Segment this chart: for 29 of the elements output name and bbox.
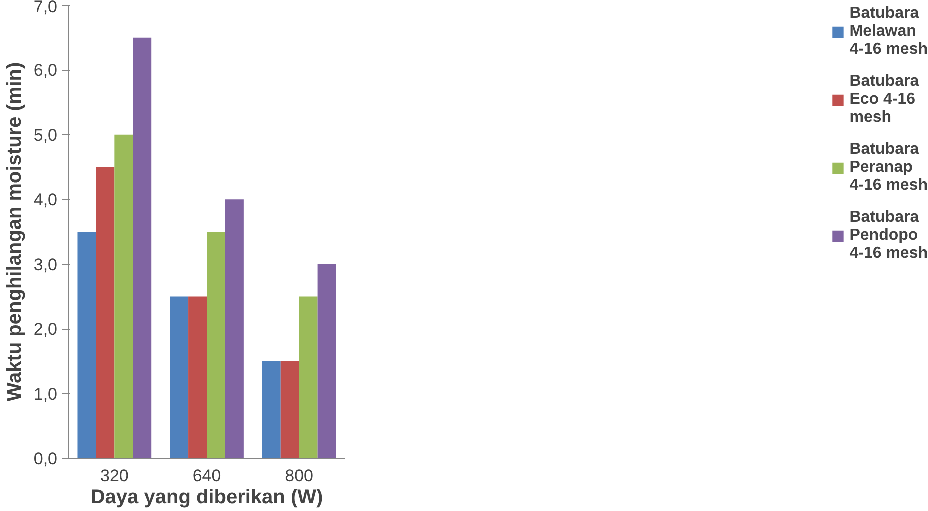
- x-tick-label: 640: [192, 466, 222, 486]
- bar: [262, 361, 281, 458]
- bar: [170, 296, 189, 458]
- legend-label: Batubara Eco 4-16 mesh: [850, 73, 920, 127]
- bar: [188, 296, 207, 458]
- y-tick-label: 7,0: [34, 0, 58, 16]
- bar: [318, 264, 336, 458]
- legend-label: Batubara Melawan 4-16 mesh: [850, 5, 928, 59]
- bar: [225, 200, 244, 458]
- y-tick-label: 1,0: [34, 384, 58, 404]
- bar: [133, 38, 152, 458]
- x-tick-label: 800: [285, 466, 314, 486]
- bar: [114, 134, 134, 458]
- bar: [78, 232, 96, 458]
- y-axis-title: Waktu penghilangan moisture (min): [4, 62, 26, 402]
- y-tick-label: 4,0: [34, 190, 58, 210]
- legend-label: Batubara Peranap 4-16 mesh: [850, 141, 928, 195]
- bar: [207, 232, 226, 458]
- x-axis-title: Daya yang diberikan (W): [90, 486, 324, 508]
- y-tick-label: 2,0: [34, 320, 58, 340]
- bar: [280, 361, 300, 458]
- bar: [299, 296, 318, 458]
- y-tick-label: 6,0: [34, 61, 58, 80]
- legend-label: Batubara Pendopo 4-16 mesh: [850, 209, 928, 263]
- x-tick-label: 320: [100, 466, 129, 486]
- y-tick-label: 3,0: [34, 255, 58, 274]
- bar: [96, 167, 115, 458]
- y-tick-label: 5,0: [34, 126, 58, 145]
- y-tick-label: 0,0: [34, 450, 58, 468]
